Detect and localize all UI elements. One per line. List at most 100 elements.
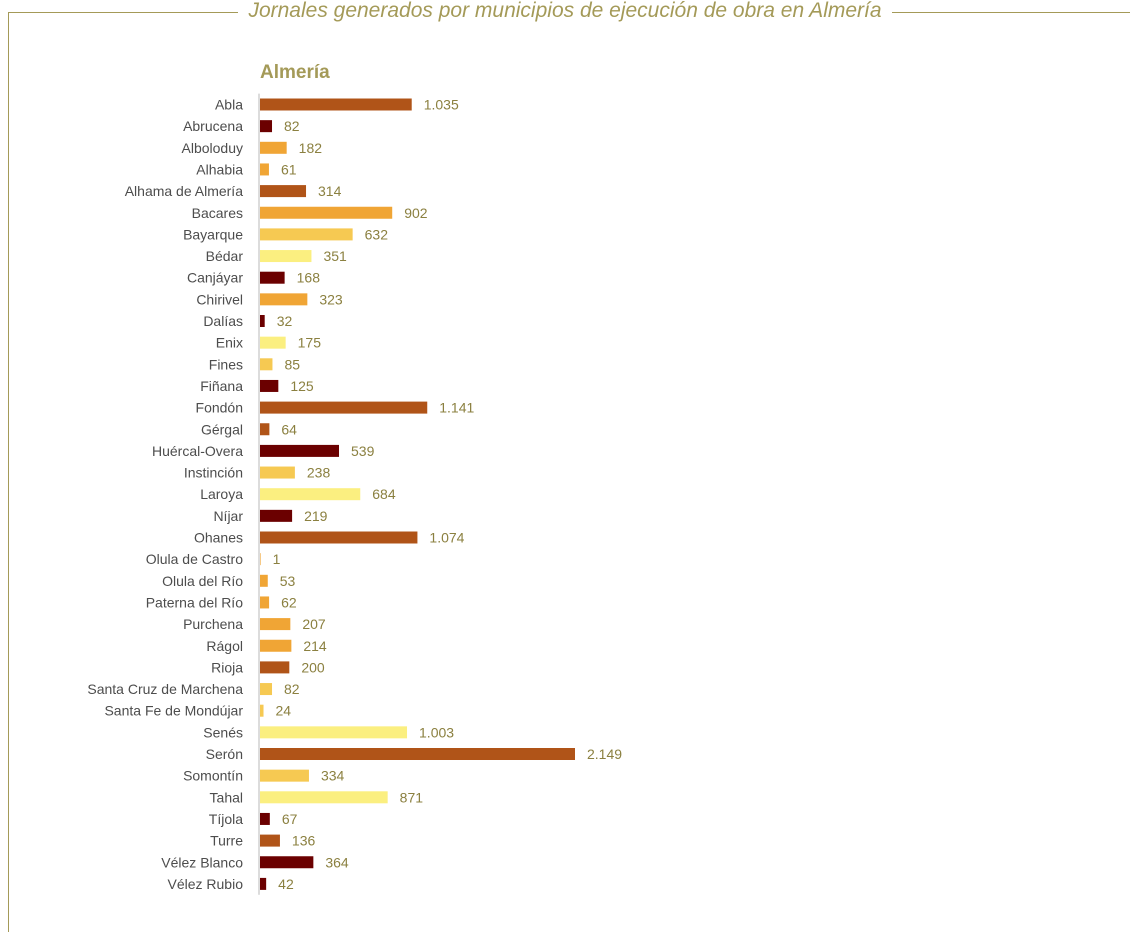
category-label: Turre <box>210 833 243 849</box>
category-label: Alhabia <box>196 161 243 177</box>
bar <box>260 877 267 890</box>
category-label: Santa Fe de Mondújar <box>104 703 243 719</box>
category-label: Canjáyar <box>187 270 243 286</box>
category-labels: Abla Abrucena Alboloduy Alhabia Alhama de Al… <box>87 97 243 892</box>
value-label: 175 <box>298 335 322 351</box>
bar <box>260 444 340 457</box>
bar <box>260 791 388 804</box>
category-label: Rioja <box>211 659 243 675</box>
bar <box>260 531 418 544</box>
category-label: Tíjola <box>209 811 243 827</box>
bar <box>260 293 308 306</box>
bar <box>260 596 270 609</box>
bar <box>260 401 428 414</box>
value-label: 24 <box>276 703 292 719</box>
bar <box>260 98 412 111</box>
bar <box>260 336 286 349</box>
category-label: Laroya <box>200 486 243 502</box>
bar <box>260 509 293 522</box>
value-label: 351 <box>323 248 347 264</box>
bar <box>260 769 309 782</box>
category-label: Rágol <box>206 638 243 654</box>
category-label: Chirivel <box>196 291 243 307</box>
category-label: Enix <box>216 335 243 351</box>
category-label: Bédar <box>206 248 244 264</box>
category-label: Gérgal <box>201 421 243 437</box>
value-label: 1.074 <box>429 530 464 546</box>
bar <box>260 185 307 198</box>
bar <box>260 639 292 652</box>
bar <box>260 726 408 739</box>
value-label: 53 <box>280 573 296 589</box>
bar <box>260 271 285 284</box>
value-label: 61 <box>281 161 297 177</box>
value-labels: 1.03582182613149026323511683233217585125… <box>273 97 623 892</box>
category-label: Huércal-Overa <box>152 443 243 459</box>
bar <box>260 683 273 696</box>
category-label: Olula de Castro <box>146 551 243 567</box>
category-label: Dalías <box>203 313 243 329</box>
page-title-text: Jornales generados por municipios de eje… <box>238 0 892 22</box>
value-label: 1.035 <box>424 97 459 113</box>
value-label: 1.141 <box>439 400 474 416</box>
value-label: 82 <box>284 118 300 134</box>
bar <box>260 704 264 717</box>
value-label: 136 <box>292 833 316 849</box>
bar <box>260 423 270 436</box>
bar <box>260 834 280 847</box>
value-label: 200 <box>301 659 325 675</box>
bar <box>260 856 314 869</box>
bar <box>260 358 273 371</box>
bar <box>260 250 312 263</box>
category-label: Níjar <box>213 508 243 524</box>
value-label: 219 <box>304 508 328 524</box>
bar <box>260 141 287 154</box>
value-label: 323 <box>319 291 343 307</box>
value-label: 364 <box>325 854 349 870</box>
value-label: 182 <box>299 140 323 156</box>
category-label: Alhama de Almería <box>125 183 243 199</box>
category-label: Abrucena <box>183 118 243 134</box>
value-label: 82 <box>284 681 300 697</box>
category-label: Olula del Río <box>162 573 243 589</box>
category-label: Fines <box>209 356 243 372</box>
value-label: 32 <box>277 313 293 329</box>
value-label: 314 <box>318 183 342 199</box>
value-label: 632 <box>365 226 389 242</box>
category-label: Alboloduy <box>182 140 244 156</box>
bars <box>260 98 575 890</box>
value-label: 2.149 <box>587 746 622 762</box>
bar <box>260 812 270 825</box>
category-label: Fiñana <box>200 378 243 394</box>
value-label: 168 <box>297 270 321 286</box>
bar <box>260 488 361 501</box>
bar <box>260 206 393 219</box>
bar <box>260 618 291 631</box>
bar <box>260 379 279 392</box>
value-label: 902 <box>404 205 428 221</box>
value-label: 1.003 <box>419 724 454 740</box>
value-label: 64 <box>281 421 297 437</box>
page-title: Jornales generados por municipios de eje… <box>0 0 1130 23</box>
category-label: Abla <box>215 97 243 113</box>
value-label: 125 <box>290 378 314 394</box>
bar <box>260 228 353 241</box>
value-label: 871 <box>400 789 424 805</box>
value-label: 85 <box>284 356 300 372</box>
value-label: 684 <box>372 486 396 502</box>
bar <box>260 163 269 176</box>
value-label: 1 <box>273 551 281 567</box>
category-label: Paterna del Río <box>146 594 243 610</box>
bar <box>260 466 295 479</box>
category-label: Santa Cruz de Marchena <box>87 681 243 697</box>
value-label: 42 <box>278 876 294 892</box>
value-label: 207 <box>302 616 326 632</box>
bar <box>260 315 265 327</box>
category-label: Serón <box>206 746 243 762</box>
value-label: 67 <box>282 811 298 827</box>
value-label: 334 <box>321 768 345 784</box>
bar <box>260 120 273 133</box>
chart-title: Almería <box>260 62 330 83</box>
category-label: Instinción <box>184 465 243 481</box>
